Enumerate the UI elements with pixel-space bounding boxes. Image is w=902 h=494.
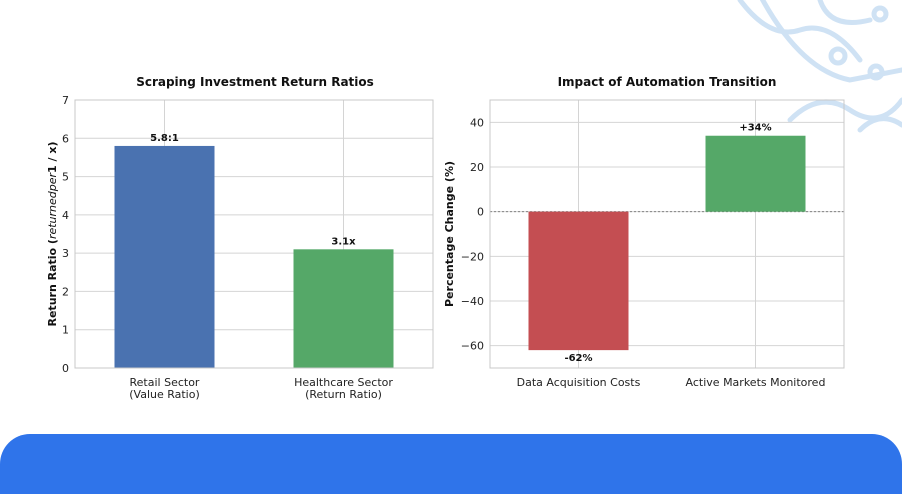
- chart-automation-impact: Impact of Automation Transition −60 −40 −2…: [443, 75, 845, 389]
- y-tick-label: 6: [62, 132, 69, 145]
- y-tick-label: −40: [461, 295, 484, 308]
- circuit-watermark-icon: [737, 0, 902, 133]
- chart-return-ratios: Scraping Investment Return Ratios 0 1 2 3 4 5…: [46, 75, 434, 401]
- y-tick-label: −60: [461, 340, 484, 353]
- bar: [293, 249, 394, 368]
- y-tick-label: 5: [62, 171, 69, 184]
- y-tick-label: 2: [62, 285, 69, 298]
- plot-frame: [74, 99, 434, 369]
- y-tick-label: 20: [470, 161, 484, 174]
- y-axis-label: Return Ratio (returnedper1 / x): [46, 142, 59, 327]
- y-tick-label: 1: [62, 324, 69, 337]
- y-tick-label: 4: [62, 209, 69, 222]
- data-label: +34%: [739, 123, 771, 134]
- data-label: 5.8:1: [150, 133, 179, 144]
- y-tick-label: 7: [62, 94, 69, 107]
- y-tick-label: 0: [62, 362, 69, 375]
- bar: [114, 145, 215, 368]
- chart-title: Impact of Automation Transition: [558, 75, 777, 89]
- x-tick-label: Healthcare Sector (Return Ratio): [294, 376, 393, 401]
- bar: [528, 211, 629, 351]
- plot-frame: [489, 99, 845, 369]
- x-tick-label: Retail Sector (Value Ratio): [129, 376, 200, 401]
- y-tick-label: 0: [477, 206, 484, 219]
- chart-title: Scraping Investment Return Ratios: [136, 75, 374, 89]
- charts-canvas: Scraping Investment Return Ratios 0 1 2 3 4 5…: [46, 0, 902, 401]
- data-label: -62%: [564, 353, 592, 364]
- x-tick-label: Active Markets Monitored: [686, 376, 826, 389]
- y-axis-label: Percentage Change (%): [443, 161, 456, 307]
- data-label: 3.1x: [331, 236, 356, 247]
- x-tick-label: Data Acquisition Costs: [517, 376, 641, 389]
- y-tick-label: −20: [461, 250, 484, 263]
- bar: [705, 135, 806, 212]
- y-tick-label: 40: [470, 116, 484, 129]
- y-tick-label: 3: [62, 247, 69, 260]
